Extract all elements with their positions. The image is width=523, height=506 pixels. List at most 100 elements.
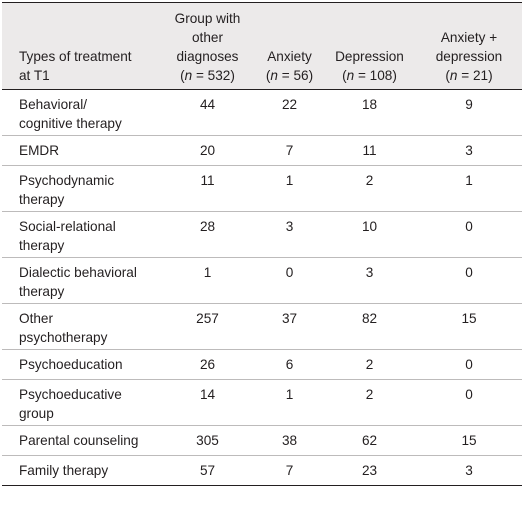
table-row: Psychodynamic therapy 11 1 2 1 (2, 165, 522, 212)
header-other-line-2: other (192, 30, 223, 45)
row-label: Social-relational therapy (2, 211, 159, 258)
row-label-line: Dialectic behavioral (19, 265, 137, 280)
row-label-line: Psychodynamic (19, 173, 115, 188)
cell-anxiety: 1 (256, 165, 323, 212)
header-depression-n: (n = 108) (327, 66, 412, 85)
row-label-line: therapy (19, 238, 65, 253)
cell-anxiety-depression: 9 (416, 89, 522, 136)
row-label: Psychodynamic therapy (2, 165, 159, 212)
table-row: Psychoeducation 26 6 2 0 (2, 349, 522, 380)
cell-anxiety: 0 (256, 257, 323, 304)
n-value: = 532) (192, 68, 235, 83)
header-treatment-line-1: Types of treatment (19, 49, 132, 64)
cell-other-diagnoses: 57 (159, 455, 256, 486)
cell-depression: 11 (323, 135, 416, 166)
cell-depression: 23 (323, 455, 416, 486)
header-anxiety: Anxiety (n = 56) (256, 2, 323, 90)
header-anxiety-n: (n = 56) (260, 66, 319, 85)
cell-anxiety: 1 (256, 379, 323, 426)
row-label-line: group (19, 406, 54, 421)
header-other-line-1: Group with (174, 11, 241, 26)
cell-other-diagnoses: 20 (159, 135, 256, 166)
row-label-line: therapy (19, 284, 65, 299)
table-row: Social-relational therapy 28 3 10 0 (2, 211, 522, 258)
n-symbol: n (184, 68, 193, 83)
header-anxdep-line-1: Anxiety + (440, 30, 498, 45)
table-row: EMDR 20 7 11 3 (2, 135, 522, 166)
row-label: Parental counseling (2, 425, 159, 456)
row-label-line: cognitive therapy (19, 116, 122, 131)
table-row: Parental counseling 305 38 62 15 (2, 425, 522, 456)
cell-other-diagnoses: 305 (159, 425, 256, 456)
row-label-line: Social-relational (19, 219, 116, 234)
cell-anxiety-depression: 15 (416, 425, 522, 456)
n-symbol: n (449, 68, 458, 83)
row-label: EMDR (2, 135, 159, 166)
table-row: Other psychotherapy 257 37 82 15 (2, 303, 522, 350)
cell-depression: 2 (323, 349, 416, 380)
header-other-diagnoses: Group with other diagnoses (n = 532) (159, 2, 256, 90)
cell-other-diagnoses: 28 (159, 211, 256, 258)
row-label-line: Parental counseling (19, 433, 139, 448)
cell-anxiety-depression: 15 (416, 303, 522, 350)
cell-depression: 10 (323, 211, 416, 258)
row-label-line: Psychoeducation (19, 357, 123, 372)
treatment-table: Types of treatment at T1 Group with othe… (2, 2, 522, 486)
row-label-line: Behavioral/ (19, 97, 88, 112)
cell-depression: 18 (323, 89, 416, 136)
cell-anxiety: 38 (256, 425, 323, 456)
table-row: Family therapy 57 7 23 3 (2, 455, 522, 486)
cell-other-diagnoses: 257 (159, 303, 256, 350)
header-treatment-types: Types of treatment at T1 (2, 2, 159, 90)
paren-open: ( (445, 68, 450, 83)
n-value: = 56) (277, 68, 314, 83)
row-label: Psychoeducative group (2, 379, 159, 426)
header-anxdep-n: (n = 21) (420, 66, 518, 85)
header-anxdep-line-2: depression (435, 49, 503, 64)
n-symbol: n (270, 68, 278, 83)
cell-other-diagnoses: 11 (159, 165, 256, 212)
cell-depression: 2 (323, 379, 416, 426)
table-header: Types of treatment at T1 Group with othe… (2, 2, 522, 90)
row-label-line: Other (19, 311, 53, 326)
cell-depression: 82 (323, 303, 416, 350)
cell-depression: 2 (323, 165, 416, 212)
cell-anxiety-depression: 0 (416, 211, 522, 258)
cell-other-diagnoses: 26 (159, 349, 256, 380)
row-label-line: EMDR (19, 143, 60, 158)
cell-anxiety-depression: 0 (416, 379, 522, 426)
header-other-n: (n = 532) (163, 66, 252, 85)
row-label: Psychoeducation (2, 349, 159, 380)
table-row: Behavioral/cognitive therapy 44 22 18 9 (2, 89, 522, 136)
header-row: Types of treatment at T1 Group with othe… (2, 2, 522, 90)
table-body: Behavioral/cognitive therapy 44 22 18 9 … (2, 89, 522, 486)
cell-anxiety-depression: 1 (416, 165, 522, 212)
row-label: Behavioral/cognitive therapy (2, 89, 159, 136)
paren-open: ( (180, 68, 185, 83)
cell-depression: 62 (323, 425, 416, 456)
row-label: Other psychotherapy (2, 303, 159, 350)
cell-anxiety: 3 (256, 211, 323, 258)
cell-anxiety: 7 (256, 455, 323, 486)
n-symbol: n (346, 68, 355, 83)
table-row: Dialectic behavioral therapy 1 0 3 0 (2, 257, 522, 304)
row-label-line: Psychoeducative (19, 387, 122, 402)
row-label-line: Family therapy (19, 463, 109, 478)
cell-anxiety-depression: 0 (416, 257, 522, 304)
header-anxiety-depression: Anxiety + depression (n = 21) (416, 2, 522, 90)
cell-depression: 3 (323, 257, 416, 304)
paren-open: ( (265, 68, 271, 83)
cell-anxiety: 22 (256, 89, 323, 136)
cell-anxiety: 37 (256, 303, 323, 350)
cell-other-diagnoses: 44 (159, 89, 256, 136)
paren-open: ( (342, 68, 347, 83)
cell-anxiety: 7 (256, 135, 323, 166)
row-label: Family therapy (2, 455, 159, 486)
cell-other-diagnoses: 14 (159, 379, 256, 426)
n-value: = 108) (354, 68, 397, 83)
table-row: Psychoeducative group 14 1 2 0 (2, 379, 522, 426)
row-label-line: therapy (19, 192, 65, 207)
cell-anxiety-depression: 3 (416, 455, 522, 486)
header-depression-line-1: Depression (335, 49, 404, 64)
header-anxiety-line-1: Anxiety (267, 49, 312, 64)
